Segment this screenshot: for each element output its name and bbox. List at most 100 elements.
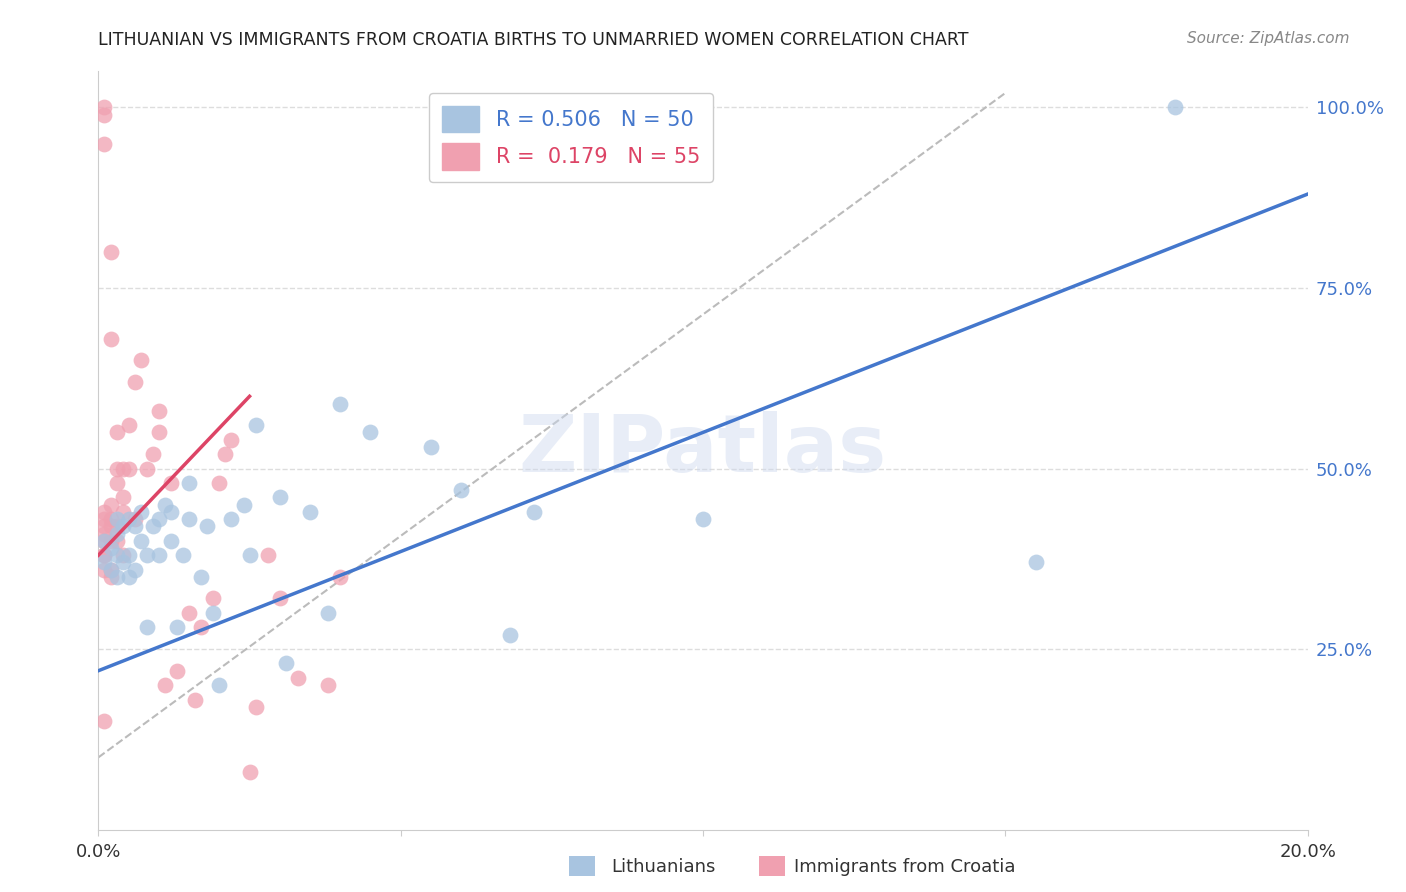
Point [269, 591, 291, 606]
Point [100, 332, 122, 346]
Point [105, 526, 128, 541]
Point [179, 606, 201, 620]
Point [124, 563, 146, 577]
Point [245, 418, 267, 433]
Point [166, 664, 188, 678]
Point [148, 403, 170, 417]
Point [190, 620, 212, 634]
Point [142, 519, 165, 533]
Point [172, 548, 194, 562]
Point [184, 692, 207, 706]
Point [93, 505, 115, 519]
Point [93, 563, 115, 577]
Point [100, 498, 122, 512]
Point [105, 570, 128, 584]
Point [135, 548, 157, 562]
Point [160, 505, 183, 519]
Point [93, 533, 115, 548]
Text: Source: ZipAtlas.com: Source: ZipAtlas.com [1187, 31, 1350, 46]
Point [100, 541, 122, 555]
Text: LITHUANIAN VS IMMIGRANTS FROM CROATIA BIRTHS TO UNMARRIED WOMEN CORRELATION CHAR: LITHUANIAN VS IMMIGRANTS FROM CROATIA BI… [98, 31, 969, 49]
Point [111, 519, 134, 533]
Point [118, 548, 141, 562]
Point [498, 627, 520, 641]
Point [129, 353, 152, 368]
Point [208, 475, 231, 490]
Point [179, 512, 201, 526]
Point [208, 678, 231, 692]
Point [450, 483, 472, 498]
Point [105, 475, 128, 490]
Point [105, 519, 128, 533]
Point [239, 548, 262, 562]
Text: ZIPatlas: ZIPatlas [519, 411, 887, 490]
Point [329, 570, 352, 584]
Point [105, 512, 128, 526]
Point [166, 620, 188, 634]
Point [100, 244, 122, 259]
Point [360, 425, 382, 440]
Point [93, 100, 115, 114]
Point [1163, 100, 1185, 114]
Point [105, 425, 128, 440]
Point [299, 505, 322, 519]
Point [118, 570, 141, 584]
Point [118, 461, 141, 475]
Point [124, 375, 146, 389]
Text: Immigrants from Croatia: Immigrants from Croatia [794, 858, 1017, 876]
Point [232, 498, 254, 512]
Point [93, 548, 115, 562]
Point [100, 570, 122, 584]
Text: Lithuanians: Lithuanians [612, 858, 716, 876]
Point [105, 533, 128, 548]
Point [1024, 555, 1046, 569]
Point [329, 396, 352, 410]
Point [93, 519, 115, 533]
Point [221, 433, 243, 447]
Point [135, 461, 157, 475]
Point [118, 418, 141, 433]
Point [195, 519, 218, 533]
Point [100, 563, 122, 577]
Point [245, 699, 267, 714]
Point [100, 533, 122, 548]
Point [274, 657, 297, 671]
Point [269, 491, 291, 505]
Point [135, 620, 157, 634]
Point [153, 498, 176, 512]
Point [179, 475, 201, 490]
Point [153, 678, 176, 692]
Point [523, 505, 546, 519]
Point [287, 671, 309, 685]
Point [129, 505, 152, 519]
Point [316, 678, 339, 692]
Point [202, 591, 225, 606]
Point [148, 548, 170, 562]
Point [221, 512, 243, 526]
Point [105, 461, 128, 475]
Point [111, 491, 134, 505]
Point [148, 425, 170, 440]
Point [118, 512, 141, 526]
Point [93, 714, 115, 729]
Point [93, 555, 115, 569]
Point [202, 606, 225, 620]
Point [692, 512, 714, 526]
Point [420, 440, 443, 454]
Point [316, 606, 339, 620]
Point [256, 548, 278, 562]
Point [93, 533, 115, 548]
Point [111, 555, 134, 569]
Point [214, 447, 236, 461]
Point [111, 505, 134, 519]
Point [124, 512, 146, 526]
Point [100, 512, 122, 526]
Point [93, 526, 115, 541]
Point [105, 548, 128, 562]
Point [160, 475, 183, 490]
Point [124, 519, 146, 533]
Point [111, 461, 134, 475]
Point [100, 519, 122, 533]
Point [190, 570, 212, 584]
Point [129, 533, 152, 548]
